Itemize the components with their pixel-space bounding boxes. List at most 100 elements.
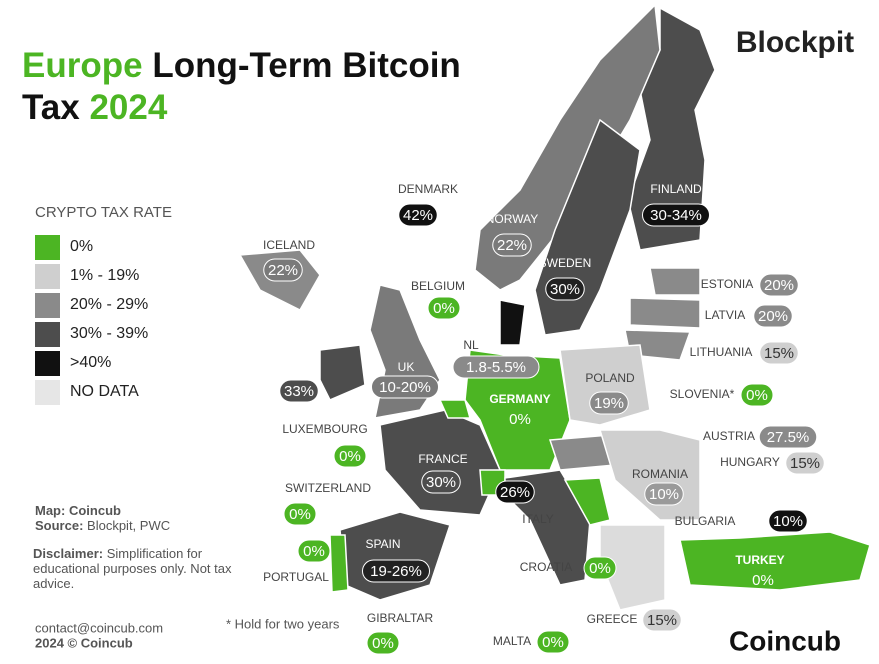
country-name: HUNGARY [720, 455, 780, 469]
country-name: DENMARK [398, 182, 458, 196]
country-name: MALTA [493, 634, 531, 648]
rate-pill [642, 608, 682, 632]
legend-label: 0% [70, 238, 93, 255]
country-name: POLAND [585, 371, 635, 385]
footer-disclaimer: Disclaimer: Simplification for education… [33, 546, 232, 591]
country-name: GREECE [587, 612, 638, 626]
country-name: GIBRALTAR [367, 611, 434, 625]
country-name: IRELAND [264, 359, 316, 373]
logo: Coincub [729, 625, 841, 656]
rate-label: 10-20% [379, 379, 431, 396]
rate-label: 30% [426, 474, 456, 491]
rate-label: 19-26% [370, 563, 422, 580]
rate-pill [768, 509, 808, 533]
country-name: SLOVENIA* [670, 387, 735, 401]
rate-pill [759, 273, 799, 297]
legend-label: 20% - 29% [70, 296, 148, 313]
rate-pill [452, 355, 540, 379]
rate-pill [492, 233, 532, 257]
rate-pill [371, 375, 439, 399]
footer-source: Source: Blockpit, PWC [35, 518, 170, 533]
legend-label: 30% - 39% [70, 325, 148, 342]
rate-pill [644, 482, 684, 506]
rate-label: 30% [550, 281, 580, 298]
country-name: SPAIN [365, 537, 400, 551]
country-name: TURKEY [735, 553, 784, 567]
legend-swatch [35, 380, 60, 405]
rate-label: 20% [764, 277, 794, 294]
brand: Blockpit [736, 26, 854, 59]
country-name: PORTUGAL [263, 570, 329, 584]
country-name: NL [463, 338, 479, 352]
country-name: FRANCE [418, 452, 467, 466]
footer-map: Map: Coincub [35, 503, 121, 518]
rate-label: 27.5% [767, 429, 810, 446]
country-name: SWITZERLAND [285, 481, 371, 495]
copyright: 2024 © Coincub [35, 635, 133, 650]
label: Source: [35, 518, 83, 533]
country-name: UK [398, 360, 415, 374]
country-name: NORWAY [486, 212, 538, 226]
rate-pill [495, 480, 535, 504]
country-name: ESTONIA [701, 277, 753, 291]
rate-label: 15% [790, 455, 820, 472]
rate-label: 20% [758, 308, 788, 325]
contact: contact@coincub.com [35, 620, 163, 635]
rate-label: 33% [284, 383, 314, 400]
legend: 0% 1% - 19% 20% - 29% 30% - 39% >40% NO DATA [35, 235, 148, 405]
legend-title: CRYPTO TAX RATE [35, 204, 172, 221]
country-name: BELGIUM [411, 279, 465, 293]
rate-pill [589, 391, 629, 415]
rate-pill [297, 539, 331, 563]
rate-pill [545, 277, 585, 301]
title-part: Tax [22, 88, 80, 127]
label: Disclaimer: [33, 546, 104, 561]
country-name: CROATIA [520, 560, 572, 574]
title-part: Europe [22, 46, 143, 85]
countries: DENMARK 42% NORWAY 22% SWEDEN 30% FINLAND 30-34… [263, 182, 825, 655]
rate-pill [583, 556, 617, 580]
rate-pill [753, 304, 793, 328]
country-name: SWEDEN [539, 256, 592, 270]
country-name: ROMANIA [632, 467, 688, 481]
rate-pill [283, 502, 317, 526]
rate-label: 0% [542, 634, 564, 651]
rate-pill [279, 379, 319, 403]
rate-label: 0% [433, 300, 455, 317]
rate-label: 0% [509, 411, 531, 428]
rate-label: 22% [497, 237, 527, 254]
country-name: LITHUANIA [690, 345, 753, 359]
rate-label: 10% [773, 513, 803, 530]
value: Coincub [69, 503, 121, 518]
legend-swatch [35, 264, 60, 289]
rate-label: 42% [403, 207, 433, 224]
value: Blockpit, PWC [87, 518, 170, 533]
country-name: GERMANY [489, 392, 550, 406]
country-name: BULGARIA [675, 514, 736, 528]
rate-pill [362, 559, 430, 583]
rate-pill [759, 341, 799, 365]
rate-label: 0% [746, 387, 768, 404]
rate-pill [642, 203, 710, 227]
rate-pill [333, 444, 367, 468]
rate-label: 15% [647, 612, 677, 629]
title-line-2: Tax 2024 [22, 88, 168, 127]
title-part: 2024 [89, 88, 167, 127]
rate-pill [427, 296, 461, 320]
rate-label: 0% [372, 635, 394, 652]
rate-pill [758, 425, 818, 449]
note: * Hold for two years [226, 616, 340, 631]
rate-label: 0% [339, 448, 361, 465]
rate-label: 1.8-5.5% [466, 359, 526, 376]
value: Simplification for educational purposes … [33, 546, 232, 591]
rate-label: 10% [649, 486, 679, 503]
title-line-1: Europe Long-Term Bitcoin [22, 46, 461, 85]
country-name: LATVIA [705, 308, 745, 322]
legend-swatch [35, 351, 60, 376]
country-name: FINLAND [650, 182, 702, 196]
rate-pill [536, 630, 570, 654]
rate-pill [421, 470, 461, 494]
rate-pill [740, 383, 774, 407]
legend-label: NO DATA [70, 383, 139, 400]
